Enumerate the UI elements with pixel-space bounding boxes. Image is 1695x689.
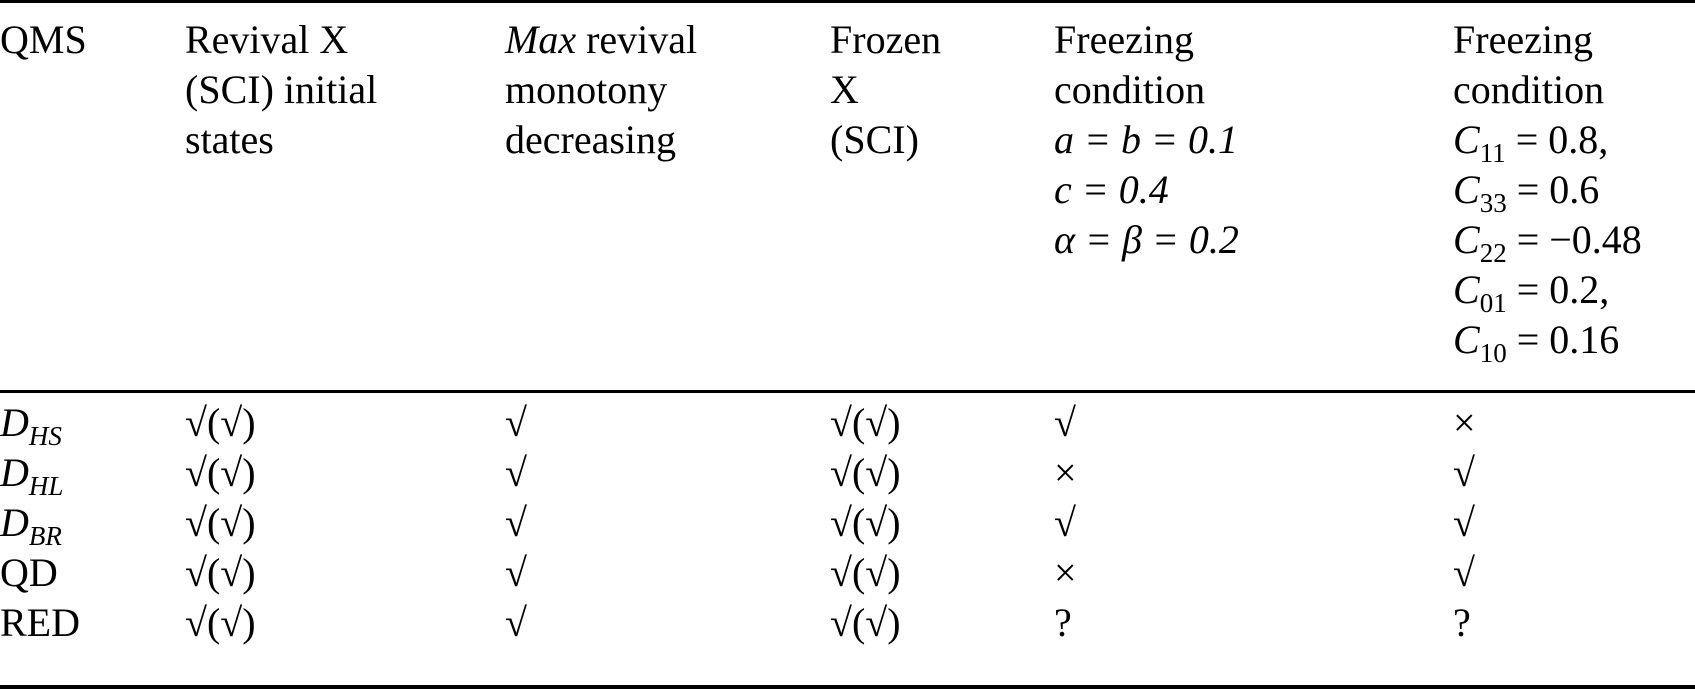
math-sub: 01 bbox=[1479, 288, 1507, 318]
table-cell: √ bbox=[505, 550, 527, 595]
table-cell: √(√) bbox=[830, 550, 901, 595]
qms-sub: BR bbox=[28, 521, 62, 551]
condition-math: C01 = 0.2, bbox=[1453, 265, 1642, 318]
header-text: states bbox=[185, 117, 274, 162]
header-text: condition bbox=[1054, 67, 1206, 112]
header-text: X bbox=[830, 67, 859, 112]
header-revival: Revival X (SCI) initial states bbox=[185, 15, 377, 165]
table-cell: × bbox=[1054, 450, 1077, 495]
header-text: Freezing bbox=[1054, 17, 1194, 62]
header-text: monotony bbox=[505, 67, 668, 112]
table-cell: √(√) bbox=[185, 400, 256, 445]
table-cell: √ bbox=[1453, 550, 1475, 595]
qms-sub: HL bbox=[28, 471, 64, 501]
header-text: Frozen bbox=[830, 17, 942, 62]
condition-math: a = b = 0.1 bbox=[1054, 117, 1238, 162]
table-cell: √(√) bbox=[830, 450, 901, 495]
math-sub: 10 bbox=[1479, 338, 1507, 368]
math-sub: 11 bbox=[1479, 138, 1506, 168]
condition-math: C33 = 0.6 bbox=[1453, 165, 1642, 218]
header-text: Revival X bbox=[185, 17, 349, 62]
header-qms: QMS bbox=[0, 15, 87, 65]
header-italic: Max bbox=[505, 17, 577, 62]
header-text: revival bbox=[576, 17, 698, 62]
bottom-rule bbox=[0, 685, 1695, 689]
math-var: C bbox=[1453, 167, 1480, 212]
table-cell: √(√) bbox=[830, 500, 901, 545]
row-qms: DHS bbox=[0, 398, 62, 451]
math-sub: 33 bbox=[1479, 188, 1507, 218]
table-cell: √ bbox=[505, 450, 527, 495]
table-cell: ? bbox=[1453, 600, 1471, 645]
table-cell: √(√) bbox=[185, 550, 256, 595]
math-rest: = 0.16 bbox=[1506, 317, 1620, 362]
header-rule bbox=[0, 390, 1695, 393]
header-text: decreasing bbox=[505, 117, 677, 162]
math-rest: = 0.8, bbox=[1505, 117, 1609, 162]
math-var: C bbox=[1453, 317, 1480, 362]
table-cell: ? bbox=[1054, 600, 1072, 645]
table-cell: √(√) bbox=[185, 600, 256, 645]
qms-name: D bbox=[0, 400, 29, 445]
header-freezing-2: Freezing condition C11 = 0.8, C33 = 0.6 C2… bbox=[1453, 15, 1642, 367]
table-cell: × bbox=[1054, 550, 1077, 595]
condition-math: C11 = 0.8, bbox=[1453, 115, 1642, 168]
math-sub: 22 bbox=[1479, 238, 1507, 268]
math-var: C bbox=[1453, 217, 1480, 262]
row-qms: DBR bbox=[0, 498, 62, 551]
table-cell: √(√) bbox=[830, 400, 901, 445]
row-qms: QD bbox=[0, 548, 58, 598]
row-qms: DHL bbox=[0, 448, 64, 501]
math-var: C bbox=[1453, 267, 1480, 312]
header-max-revival: Max revival monotony decreasing bbox=[505, 15, 697, 165]
table-cell: × bbox=[1453, 400, 1476, 445]
qms-name: D bbox=[0, 500, 29, 545]
math-rest: = 0.6 bbox=[1506, 167, 1600, 212]
table-cell: √(√) bbox=[830, 600, 901, 645]
top-rule bbox=[0, 0, 1695, 3]
table-cell: √ bbox=[1453, 450, 1475, 495]
qms-name: RED bbox=[0, 600, 80, 645]
condition-math: C10 = 0.16 bbox=[1453, 315, 1642, 368]
table-cell: √ bbox=[1054, 500, 1076, 545]
header-text: condition bbox=[1453, 67, 1605, 112]
table-cell: √ bbox=[505, 500, 527, 545]
table-cell: √(√) bbox=[185, 450, 256, 495]
condition-math: C22 = −0.48 bbox=[1453, 215, 1642, 268]
header-text: (SCI) bbox=[830, 117, 919, 162]
condition-math: c = 0.4 bbox=[1054, 167, 1169, 212]
table-cell: √ bbox=[505, 600, 527, 645]
condition-math: α = β = 0.2 bbox=[1054, 217, 1239, 262]
row-qms: RED bbox=[0, 598, 80, 648]
qms-name: QD bbox=[0, 550, 58, 595]
header-freezing-1: Freezing condition a = b = 0.1 c = 0.4 α… bbox=[1054, 15, 1239, 265]
table-cell: √ bbox=[1453, 500, 1475, 545]
header-frozen: Frozen X (SCI) bbox=[830, 15, 941, 165]
qms-sub: HS bbox=[28, 421, 62, 451]
qms-name: D bbox=[0, 450, 29, 495]
table-cell: √ bbox=[505, 400, 527, 445]
table-cell: √ bbox=[1054, 400, 1076, 445]
math-rest: = 0.2, bbox=[1506, 267, 1610, 312]
header-text: Freezing bbox=[1453, 17, 1593, 62]
header-text: (SCI) initial bbox=[185, 67, 378, 112]
math-var: C bbox=[1453, 117, 1480, 162]
table-cell: √(√) bbox=[185, 500, 256, 545]
math-rest: = −0.48 bbox=[1506, 217, 1642, 262]
header-text: QMS bbox=[0, 17, 87, 62]
header-text: Max revival bbox=[505, 15, 697, 65]
